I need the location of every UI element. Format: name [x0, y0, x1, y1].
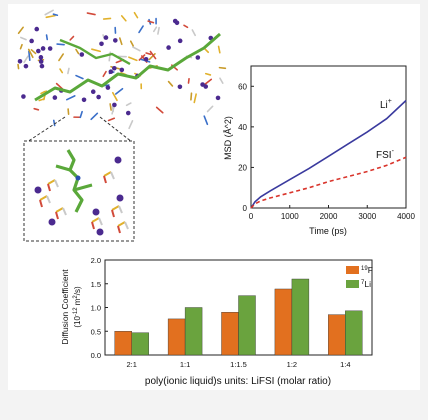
inset-lithium-ion [117, 195, 124, 202]
diffusion-x-axis-label: poly(ionic liquid)s units: LiFSI (molar … [145, 376, 331, 387]
anion-bond [47, 35, 48, 39]
msd-x-tick-label: 2000 [320, 212, 338, 221]
legend-7li-swatch [346, 280, 359, 288]
lithium-ion [18, 59, 23, 64]
lithium-ion [112, 103, 117, 108]
diffusion-y-tick-label: 0.5 [91, 327, 101, 336]
legend-19f-swatch [346, 266, 359, 274]
diffusion-x-tick-label: 1:2 [287, 360, 297, 369]
bar-19f [168, 319, 185, 355]
lithium-ion [126, 111, 131, 116]
diffusion-x-tick-label: 1:1 [180, 360, 190, 369]
diffusion-y-tick-label: 0.0 [91, 351, 101, 360]
msd-x-tick-label: 1000 [281, 212, 299, 221]
lithium-ion [29, 39, 34, 44]
lithium-ion [166, 45, 171, 50]
anion-bond [219, 68, 225, 69]
lithium-ion [91, 89, 96, 94]
lithium-ion [120, 68, 125, 73]
diffusion-y-axis-unit: (10-12 m2/s) [73, 286, 82, 328]
anion-bond [57, 44, 64, 45]
lithium-ion [40, 64, 45, 69]
bar-7li [132, 333, 149, 355]
anion-bond [68, 68, 69, 73]
bar-19f [328, 315, 345, 355]
anion-bond [34, 109, 38, 110]
anion-bond [189, 79, 190, 83]
lithium-ion [144, 57, 149, 62]
lithium-ion [112, 66, 117, 71]
lithium-ion [99, 42, 104, 47]
lithium-ion [175, 20, 180, 25]
inset-lithium-ion [93, 209, 100, 216]
anion-bond [54, 120, 55, 125]
lithium-ion [24, 64, 29, 69]
msd-y-tick-label: 40 [238, 123, 247, 132]
anion-bond [110, 104, 111, 110]
bar-19f [275, 289, 292, 355]
lithium-ion [39, 59, 44, 64]
lithium-ion [178, 39, 183, 44]
lithium-ion [104, 35, 109, 40]
lithium-ion [113, 38, 118, 43]
lithium-ion [106, 85, 111, 90]
msd-y-tick-label: 60 [238, 82, 247, 91]
msd-y-axis-label: MSD (Å^2) [223, 116, 233, 160]
msd-x-tick-label: 4000 [397, 212, 415, 221]
diffusion-y-tick-label: 2.0 [91, 256, 101, 265]
diffusion-x-tick-label: 1:4 [340, 360, 350, 369]
lithium-ion [178, 84, 183, 89]
anion-bond [191, 93, 192, 100]
inset-lithium-ion [49, 219, 56, 226]
diffusion-y-tick-label: 1.0 [91, 304, 101, 313]
msd-x-tick-label: 3000 [358, 212, 376, 221]
diffusion-y-axis-label: Diffusion Coefficient [60, 269, 70, 345]
bar-7li [239, 296, 256, 355]
inset-lithium-ion [115, 157, 122, 164]
msd-x-tick-label: 0 [249, 212, 254, 221]
msd-x-axis-label: Time (ps) [309, 226, 347, 236]
msd-y-tick-label: 20 [238, 163, 247, 172]
lithium-ion [109, 69, 114, 74]
diffusion-y-tick-label: 1.5 [91, 280, 101, 289]
inset-lithium-ion [97, 229, 104, 236]
nitrogen-atom [76, 176, 81, 181]
lithium-ion [21, 94, 26, 99]
lithium-ion [216, 96, 221, 101]
lithium-ion [34, 27, 39, 32]
bar-7li [185, 308, 202, 356]
bar-19f [115, 331, 132, 355]
bar-19f [222, 312, 239, 355]
lithium-ion [39, 55, 44, 60]
lithium-ion [41, 46, 46, 51]
bar-7li [292, 279, 309, 355]
lithium-ion [196, 55, 201, 60]
bar-7li [345, 311, 362, 355]
anion-bond [112, 107, 113, 111]
lithium-ion [53, 95, 58, 100]
inset-lithium-ion [35, 187, 42, 194]
lithium-ion [203, 84, 208, 89]
diffusion-x-tick-label: 1:1.5 [230, 360, 247, 369]
anion-bond [18, 65, 19, 69]
diffusion-x-tick-label: 2:1 [126, 360, 136, 369]
lithium-ion [82, 97, 87, 102]
lithium-ion [96, 95, 101, 100]
anion-bond [53, 14, 57, 15]
msd-y-tick-label: 0 [243, 204, 248, 213]
anion-bond [104, 18, 111, 19]
lithium-ion [80, 52, 85, 57]
lithium-ion [36, 49, 41, 54]
lithium-ion [48, 46, 53, 51]
